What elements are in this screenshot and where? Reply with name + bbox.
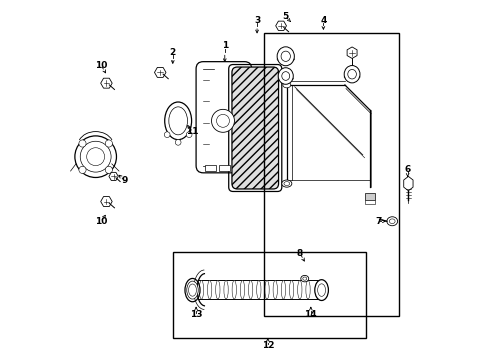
Polygon shape: [275, 21, 286, 31]
Text: 11: 11: [186, 127, 198, 136]
Text: 4: 4: [320, 16, 326, 25]
Ellipse shape: [278, 68, 293, 84]
Circle shape: [75, 136, 116, 177]
Ellipse shape: [281, 51, 290, 62]
Polygon shape: [101, 197, 112, 207]
Text: 3: 3: [253, 16, 260, 25]
Text: 7: 7: [375, 217, 382, 226]
Circle shape: [216, 114, 229, 127]
Text: 1: 1: [221, 41, 227, 50]
Bar: [204, 165, 215, 171]
Ellipse shape: [272, 280, 277, 299]
Ellipse shape: [281, 280, 285, 299]
Text: 8: 8: [296, 249, 303, 258]
Text: 10: 10: [95, 61, 107, 70]
Ellipse shape: [302, 277, 306, 280]
Circle shape: [186, 132, 192, 138]
Ellipse shape: [284, 181, 289, 185]
Bar: [219, 165, 230, 171]
Ellipse shape: [344, 75, 359, 79]
Text: 6: 6: [404, 165, 410, 174]
Ellipse shape: [281, 180, 291, 187]
FancyBboxPatch shape: [196, 62, 251, 173]
Polygon shape: [154, 67, 165, 77]
Text: 12: 12: [261, 341, 273, 350]
Ellipse shape: [199, 280, 203, 299]
Polygon shape: [346, 47, 356, 58]
Ellipse shape: [386, 217, 397, 226]
Ellipse shape: [344, 66, 359, 83]
Text: 2: 2: [169, 48, 176, 57]
Ellipse shape: [224, 280, 228, 299]
Ellipse shape: [297, 280, 302, 299]
Bar: [364, 200, 374, 204]
Circle shape: [105, 166, 112, 174]
Ellipse shape: [300, 275, 308, 282]
Ellipse shape: [305, 280, 309, 299]
Ellipse shape: [240, 280, 244, 299]
Ellipse shape: [256, 280, 261, 299]
FancyBboxPatch shape: [231, 67, 278, 189]
Ellipse shape: [388, 219, 394, 224]
Bar: [364, 193, 375, 200]
Text: 14: 14: [304, 310, 317, 319]
Circle shape: [175, 139, 181, 145]
Ellipse shape: [277, 47, 294, 66]
Ellipse shape: [164, 102, 191, 140]
Ellipse shape: [184, 278, 200, 302]
Circle shape: [105, 140, 112, 147]
Ellipse shape: [264, 280, 268, 299]
Polygon shape: [403, 176, 412, 191]
Circle shape: [211, 109, 234, 132]
Ellipse shape: [186, 281, 198, 299]
Ellipse shape: [248, 280, 252, 299]
Ellipse shape: [317, 284, 325, 296]
Text: 5: 5: [282, 12, 288, 21]
Circle shape: [80, 141, 111, 172]
Ellipse shape: [188, 284, 196, 296]
Ellipse shape: [215, 280, 220, 299]
Ellipse shape: [168, 107, 187, 135]
Circle shape: [79, 140, 86, 147]
Circle shape: [86, 148, 104, 166]
Ellipse shape: [207, 280, 211, 299]
Ellipse shape: [314, 280, 328, 301]
Polygon shape: [109, 172, 118, 180]
Ellipse shape: [282, 82, 290, 88]
Ellipse shape: [281, 72, 289, 80]
Circle shape: [79, 166, 86, 174]
Circle shape: [164, 132, 170, 138]
Text: 10: 10: [95, 217, 107, 226]
Polygon shape: [101, 78, 112, 88]
Text: 9: 9: [121, 176, 127, 185]
Ellipse shape: [277, 57, 294, 62]
Ellipse shape: [289, 280, 293, 299]
Text: 13: 13: [189, 310, 202, 319]
Ellipse shape: [278, 76, 293, 81]
Ellipse shape: [347, 69, 356, 79]
Ellipse shape: [232, 280, 236, 299]
